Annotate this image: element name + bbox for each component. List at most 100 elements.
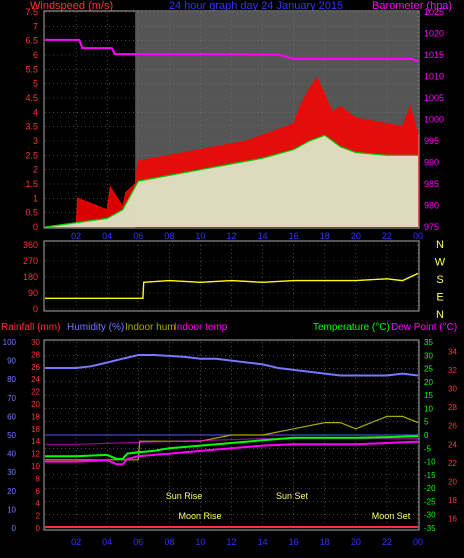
- rainfall-tick-label: 20: [31, 400, 40, 409]
- indoor-temp-tick-label: 28: [448, 403, 457, 412]
- windspeed-tick-label: 0.5: [25, 208, 38, 218]
- rainfall-tick-label: 18: [31, 412, 40, 421]
- temperature-tick-label: -25: [424, 497, 436, 506]
- time-tick-label: 04: [102, 231, 112, 241]
- time-tick-label: 00: [413, 231, 423, 241]
- temperature-tick-label: -5: [424, 444, 432, 453]
- windspeed-tick-label: 6.5: [25, 36, 38, 46]
- barometer-tick-label: 990: [424, 158, 439, 168]
- time-tick-label: 02: [71, 537, 81, 547]
- wind-direction-series: [45, 272, 419, 299]
- humidity-tick-label: 60: [7, 412, 16, 421]
- time-tick-label: 22: [382, 537, 392, 547]
- compass-label: W: [435, 257, 446, 269]
- humidity-tick-label: 50: [7, 431, 16, 440]
- humidity-tick-label: 20: [7, 487, 16, 496]
- windspeed-tick-label: 1: [33, 193, 38, 203]
- humidity-tick-label: 90: [7, 357, 16, 366]
- humidity-tick-label: 100: [3, 338, 17, 347]
- windspeed-tick-label: 2.5: [25, 150, 38, 160]
- temperature-tick-label: -20: [424, 484, 436, 493]
- legend-dew-point: Dew Point (°C): [391, 322, 457, 333]
- humidity-tick-label: 80: [7, 375, 16, 384]
- windspeed-axis-title: Windspeed (m/s): [30, 0, 113, 12]
- barometer-tick-label: 995: [424, 136, 439, 146]
- legend-rainfall: Rainfall (mm): [1, 322, 60, 333]
- direction-tick-label: 90: [28, 288, 38, 298]
- rainfall-tick-label: 24: [31, 375, 40, 384]
- compass-label: S: [436, 274, 443, 286]
- windspeed-tick-label: 4.5: [25, 93, 38, 103]
- humidity-tick-label: 40: [7, 450, 16, 459]
- time-tick-label: 20: [351, 231, 361, 241]
- time-tick-label: 06: [133, 231, 143, 241]
- rainfall-tick-label: 14: [31, 437, 40, 446]
- time-tick-label: 12: [226, 231, 236, 241]
- barometer-tick-label: 985: [424, 179, 439, 189]
- indoor-temp-tick-label: 34: [448, 347, 457, 356]
- time-tick-label: 04: [102, 537, 112, 547]
- windspeed-tick-label: 6: [33, 50, 38, 60]
- humidity-tick-label: 70: [7, 394, 16, 403]
- indoor-temp-tick-label: 22: [448, 459, 457, 468]
- barometer-series: [45, 38, 419, 63]
- compass-label: N: [436, 309, 444, 321]
- temperature-series: [45, 435, 419, 460]
- temperature-tick-label: -15: [424, 471, 436, 480]
- indoor-temp-tick-label: 18: [448, 496, 457, 505]
- legend-indoor-temp: Indoor temp: [174, 322, 228, 333]
- windspeed-tick-label: 3: [33, 136, 38, 146]
- time-tick-label: 02: [71, 231, 81, 241]
- time-tick-label: 20: [351, 537, 361, 547]
- windspeed-tick-label: 4: [33, 107, 38, 117]
- compass-label: E: [436, 292, 443, 304]
- barometer-tick-label: 1015: [424, 50, 444, 60]
- time-tick-label: 10: [195, 231, 205, 241]
- windspeed-tick-label: 5: [33, 79, 38, 89]
- indoor-temp-tick-label: 24: [448, 440, 457, 449]
- humidity-series: [45, 354, 419, 377]
- legend-indoor-hum: Indoor hum: [125, 322, 176, 333]
- time-tick-label: 08: [164, 537, 174, 547]
- average-wind-series: [44, 134, 418, 228]
- time-tick-label: 06: [133, 537, 143, 547]
- windspeed-tick-label: 7: [33, 21, 38, 31]
- barometer-tick-label: 980: [424, 201, 439, 211]
- barometer-tick-label: 1010: [424, 72, 444, 82]
- rainfall-tick-label: 8: [36, 474, 41, 483]
- rainfall-tick-label: 16: [31, 425, 40, 434]
- graph-title: 24 hour graph day 24 January 2015: [169, 0, 343, 12]
- time-tick-label: 08: [164, 231, 174, 241]
- temperature-tick-label: 30: [424, 351, 433, 360]
- humidity-tick-label: 0: [12, 524, 17, 533]
- barometer-tick-label: 975: [424, 222, 439, 232]
- barometer-tick-label: 1000: [424, 115, 444, 125]
- rainfall-tick-label: 28: [31, 350, 40, 359]
- direction-tick-label: 270: [23, 256, 38, 266]
- temperature-tick-label: -35: [424, 524, 436, 533]
- time-tick-label: 22: [382, 231, 392, 241]
- rainfall-tick-label: 12: [31, 450, 40, 459]
- time-tick-label: 14: [258, 231, 268, 241]
- temperature-tick-label: -10: [424, 458, 436, 467]
- legend-humidity: Humidity (%): [67, 322, 124, 333]
- time-tick-label: 16: [289, 231, 299, 241]
- rainfall-tick-label: 30: [31, 338, 40, 347]
- time-tick-label: 18: [320, 231, 330, 241]
- indoor-temp-tick-label: 20: [448, 478, 457, 487]
- moon-rise-label: Moon Rise: [178, 511, 221, 521]
- temperature-tick-label: 5: [424, 418, 429, 427]
- direction-tick-label: 360: [23, 240, 38, 250]
- direction-tick-label: 0: [33, 304, 38, 314]
- windspeed-tick-label: 5.5: [25, 64, 38, 74]
- average-wind-fill: [45, 135, 418, 227]
- temperature-tick-label: 35: [424, 338, 433, 347]
- temperature-tick-label: 10: [424, 404, 433, 413]
- temperature-humidity-panel: Sun Rise Sun Set Moon Rise Moon Set 0246…: [3, 338, 458, 547]
- windspeed-tick-label: 0: [33, 222, 38, 232]
- temperature-tick-label: 0: [424, 431, 429, 440]
- windspeed-tick-label: 1.5: [25, 179, 38, 189]
- rainfall-tick-label: 22: [31, 388, 40, 397]
